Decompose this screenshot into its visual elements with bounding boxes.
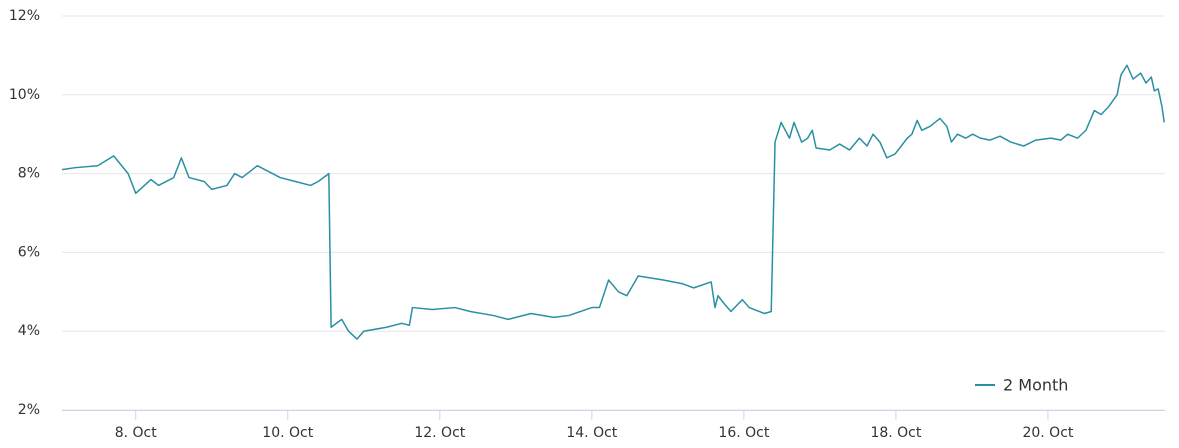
y-tick-label: 10% [9, 87, 40, 103]
x-tick-label: 14. Oct [566, 425, 617, 441]
x-tick-label: 16. Oct [718, 425, 769, 441]
y-tick-label: 6% [18, 244, 40, 260]
y-tick-label: 12% [9, 8, 40, 24]
x-tick-label: 8. Oct [115, 425, 158, 441]
legend-label: 2 Month [1003, 376, 1068, 395]
y-tick-label: 8% [18, 166, 40, 182]
y-tick-label: 4% [18, 323, 40, 339]
x-tick-label: 20. Oct [1022, 425, 1073, 441]
x-tick-label: 18. Oct [870, 425, 921, 441]
y-tick-label: 2% [18, 402, 40, 418]
x-tick-label: 12. Oct [414, 425, 465, 441]
data-line [61, 64, 1165, 340]
x-tick-label: 10. Oct [262, 425, 313, 441]
